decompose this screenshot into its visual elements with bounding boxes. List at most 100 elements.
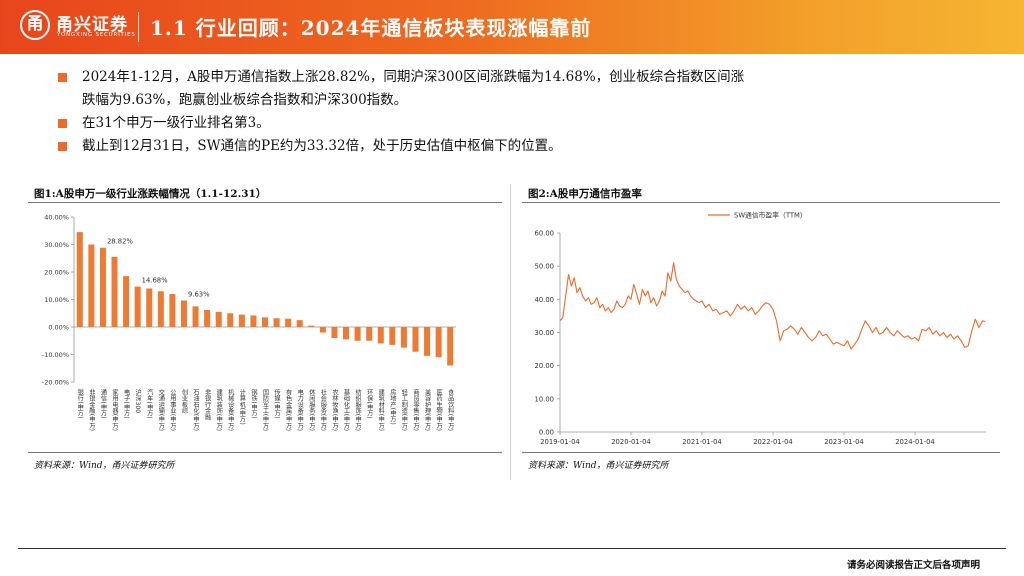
bar — [424, 327, 431, 356]
x-tick-label: 环保(申万) — [366, 389, 373, 419]
x-tick-label: 非银金融(申万) — [88, 388, 95, 431]
x-tick-label: 休闲服务(申万) — [308, 388, 315, 431]
x-tick-label: 计算机(申万) — [238, 388, 245, 424]
bar-data-label: 14.68% — [142, 277, 168, 285]
right-chart-title: 图2:A股申万通信市盈率 — [528, 188, 642, 200]
bar — [261, 317, 269, 327]
bar — [134, 286, 141, 327]
x-tick-label: 汽车(申万) — [146, 388, 153, 418]
bar — [204, 309, 211, 327]
y-tick-label: 10.00 — [535, 395, 554, 403]
bullet-square-icon — [58, 73, 67, 82]
x-tick-label: 医药生物(申万) — [435, 389, 442, 431]
logo-subtitle: YONGXING SECURITIES — [57, 32, 136, 38]
x-tick-label: 2020-01-04 — [611, 438, 651, 446]
x-tick-label: 公用事业(申万) — [169, 389, 176, 431]
bar — [146, 288, 153, 327]
x-tick-label: 电力设备(申万) — [296, 388, 303, 431]
x-tick-label: 2023-01-04 — [824, 438, 864, 446]
bullet-text: 2024年1-12月，A股申万通信指数上涨28.82%，同期沪深300区间涨跌幅… — [82, 69, 745, 85]
x-tick-label: 钢铁(申万) — [250, 388, 257, 418]
x-tick-label: 农林牧渔(申万) — [331, 388, 338, 431]
bar-data-label: 9.63% — [188, 291, 210, 299]
brand-logo: 甬 甬兴证券 YONGXING SECURITIES — [20, 8, 140, 46]
industry-bar-chart: 40.00% 30.00% 20.00% 10.00% 0.00% -10.00% -20.… — [42, 214, 456, 431]
footer-rule — [18, 548, 1006, 549]
bar — [400, 327, 407, 348]
bar — [99, 247, 106, 327]
x-tick-label: 交通运输(申万) — [157, 388, 164, 431]
y-tick-label: 60.00 — [535, 230, 554, 238]
x-tick-label: 非银行金融 — [204, 388, 211, 421]
x-tick-label: 传媒(申万) — [273, 388, 280, 418]
bar — [227, 313, 234, 327]
right-source-rule — [522, 452, 1000, 453]
bullet-text-continued: 跌幅为9.63%，跑赢创业板综合指数和沪深300指数。 — [82, 92, 408, 108]
y-tick-label: 20.00 — [535, 362, 554, 370]
bar — [88, 244, 95, 327]
left-chart-title: 图1:A股申万一级行业涨跌幅情况（1.1-12.31） — [34, 188, 267, 200]
x-tick-label: 通信(申万) — [99, 388, 106, 418]
bullet-list: 2024年1-12月，A股申万通信指数上涨28.82%，同期沪深300区间涨跌幅… — [58, 66, 918, 158]
bar — [111, 256, 118, 327]
x-tick-label: 2019-01-04 — [540, 438, 580, 446]
bar — [192, 306, 199, 327]
x-tick-label: 机械设备(申万) — [227, 388, 234, 431]
bar — [447, 327, 454, 366]
bar — [123, 276, 130, 327]
logo-mark-icon: 甬 — [20, 10, 50, 40]
bar — [250, 315, 257, 327]
bar — [308, 325, 315, 327]
bar — [366, 327, 373, 341]
legend-label: SW通信市盈率（TTM） — [734, 211, 807, 220]
x-tick-label: 2024-01-04 — [895, 438, 935, 446]
x-tick-label: 石油石化(申万) — [192, 389, 199, 431]
y-tick-label: -20.00% — [42, 379, 69, 387]
x-tick-label: 食品饮料(申万) — [447, 388, 454, 431]
y-tick-label: 0.00% — [48, 324, 69, 332]
bullet-text: 截止到12月31日，SW通信的PE约为33.32倍，处于历史估值中枢偏下的位置。 — [82, 138, 562, 154]
bar — [215, 311, 222, 327]
x-tick-label: 2021-01-04 — [682, 438, 722, 446]
x-tick-label: 轻工制造(申万) — [400, 388, 407, 431]
y-tick-label: 20.00% — [44, 269, 69, 277]
x-tick-label: 有色金属(申万) — [285, 388, 292, 431]
bar — [296, 320, 303, 327]
bar — [377, 327, 384, 344]
bullet-item-2: 在31个申万一级行业排名第3。 — [58, 112, 918, 135]
x-tick-label: 房地产(申万) — [389, 388, 396, 424]
left-source-rule — [28, 452, 502, 453]
x-tick-label: 沪深300 — [134, 388, 141, 413]
bar-data-label: 28.82% — [107, 238, 133, 246]
bar — [389, 327, 396, 345]
x-tick-label: 建筑材料(申万) — [377, 388, 384, 431]
y-tick-label: 30.00% — [44, 241, 69, 249]
x-tick-label: 家用电器(申万) — [111, 388, 118, 431]
right-chart-source: 资料来源：Wind，甬兴证券研究所 — [528, 461, 669, 471]
header-divider — [138, 12, 139, 42]
bar — [180, 300, 187, 327]
x-tick-label: 电子(申万) — [123, 388, 130, 418]
x-tick-label: 银行(申万) — [76, 388, 83, 418]
y-tick-label: 40.00 — [535, 296, 554, 304]
panel-separator — [510, 184, 511, 480]
footer-disclaimer: 请务必阅读报告正文后各项声明 — [846, 560, 980, 571]
logo-name: 甬兴证券 — [56, 15, 128, 35]
x-tick-label: 建筑装饰(申万) — [215, 388, 222, 431]
bar — [343, 327, 350, 340]
header-banner: 甬 甬兴证券 YONGXING SECURITIES 1.1 行业回顾：2024… — [0, 0, 1024, 54]
y-tick-label: 10.00% — [44, 296, 69, 304]
bar — [76, 232, 83, 327]
x-tick-label: 美容护理(申万) — [424, 388, 431, 431]
x-tick-label: 社会服务(申万) — [319, 388, 326, 431]
bar — [285, 318, 292, 327]
bar — [319, 327, 326, 333]
bullet-item-1: 2024年1-12月，A股申万通信指数上涨28.82%，同期沪深300区间涨跌幅… — [58, 66, 918, 89]
bar — [238, 314, 245, 327]
bar — [435, 327, 442, 358]
bar — [331, 327, 338, 338]
bar — [157, 291, 164, 327]
x-tick-label: 基础化工(申万) — [343, 388, 350, 431]
x-tick-label: 创业板综 — [180, 388, 187, 415]
left-chart-source: 资料来源：Wind，甬兴证券研究所 — [34, 461, 175, 471]
